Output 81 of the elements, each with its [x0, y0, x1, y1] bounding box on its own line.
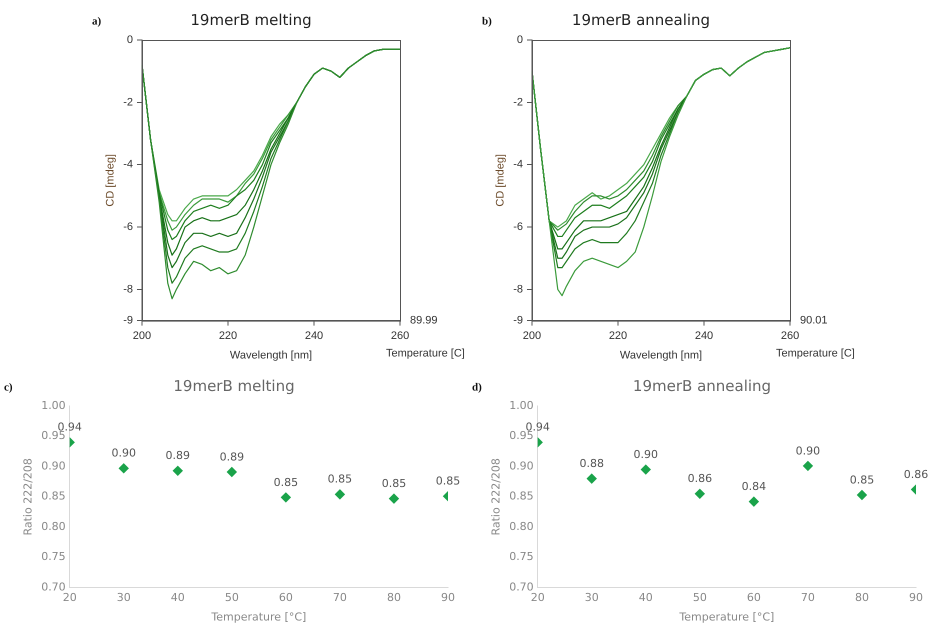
y-tick-label: 0.85 [509, 490, 534, 503]
x-tick-label: 70 [332, 591, 347, 604]
y-tick-label: -4 [123, 158, 133, 171]
x-tick-label: 260 [390, 330, 410, 342]
x-tick-label: 80 [386, 591, 401, 604]
x-tick-label: 30 [584, 591, 599, 604]
data-label: 0.88 [579, 457, 604, 470]
x-tick-label: 90 [441, 591, 455, 604]
x-tick-label: 60 [746, 591, 761, 604]
y-tick-label: 0.80 [41, 520, 66, 533]
y-tick-label: -9 [513, 314, 523, 327]
x-tick-label: 50 [224, 591, 239, 604]
y-tick-label: -2 [123, 96, 133, 108]
x-tick-label: 220 [608, 330, 628, 342]
y-tick-label: 1.00 [41, 398, 66, 412]
x-tick-label: 260 [780, 330, 800, 342]
text: Temperature [C] [386, 348, 465, 360]
x-axis-title: Wavelength [nm] [620, 349, 702, 362]
data-label: 0.85 [436, 474, 460, 488]
x-tick-label: 90 [909, 591, 923, 604]
x-tick-label: 50 [692, 591, 707, 604]
data-label: 0.84 [742, 480, 766, 493]
x-tick-label: 200 [132, 330, 152, 342]
x-tick-label: 70 [800, 591, 815, 604]
x-tick-label: 220 [218, 330, 238, 342]
chart-title: 19merB annealing [632, 376, 772, 395]
x-axis-title: Temperature [°C] [678, 610, 774, 624]
y-tick-label: 0.85 [41, 490, 66, 503]
text: a) [92, 15, 102, 28]
x-tick-label: 20 [530, 591, 545, 604]
y-axis-title: CD [mdeg] [494, 154, 507, 207]
y-tick-label: 0.90 [509, 459, 534, 472]
text: 89.99 [410, 314, 438, 327]
y-tick-label: 0.70 [509, 580, 534, 594]
y-tick-label: 0.75 [41, 550, 66, 564]
y-tick-label: -6 [123, 221, 133, 234]
x-tick-label: 20 [62, 591, 77, 604]
text: c) [4, 381, 13, 394]
y-tick-label: 0.70 [41, 580, 66, 594]
y-tick-label: -2 [513, 96, 523, 108]
data-label: 0.85 [328, 472, 352, 486]
text: Temperature [C] [776, 348, 855, 360]
data-label: 0.89 [220, 450, 244, 464]
data-label: 0.90 [796, 444, 820, 458]
y-tick-label: 0 [126, 34, 133, 46]
y-axis-title: Ratio 222/208 [21, 458, 34, 536]
data-label: 0.89 [166, 449, 190, 462]
x-tick-label: 40 [638, 591, 653, 604]
y-tick-label: 0 [516, 34, 523, 46]
data-label: 0.90 [634, 448, 658, 461]
data-label: 0.86 [904, 468, 928, 481]
data-label: 0.85 [274, 476, 298, 489]
y-tick-label: -4 [513, 158, 523, 171]
chart-title: 19merB melting [190, 10, 312, 29]
x-tick-label: 60 [278, 591, 293, 604]
data-label: 0.86 [688, 472, 712, 486]
y-tick-label: -8 [123, 283, 133, 296]
x-tick-label: 30 [116, 591, 131, 604]
x-tick-label: 240 [694, 330, 714, 342]
y-tick-label: -8 [513, 283, 523, 296]
x-tick-label: 240 [304, 330, 324, 342]
y-tick-label: 1.00 [509, 398, 534, 412]
y-axis-title: CD [mdeg] [104, 154, 117, 207]
y-tick-label: 0.75 [509, 550, 534, 564]
y-tick-label: 0.90 [41, 459, 66, 472]
y-tick-label: -9 [123, 314, 133, 327]
x-tick-label: 80 [854, 591, 869, 604]
y-tick-label: 0.80 [509, 520, 534, 533]
x-axis-title: Wavelength [nm] [230, 349, 312, 362]
data-label: 0.85 [382, 476, 406, 490]
data-label: 0.85 [850, 473, 874, 486]
chart-title: 19merB annealing [572, 10, 710, 29]
x-tick-label: 40 [170, 591, 185, 604]
text: 90.01 [800, 314, 828, 327]
y-tick-label: -6 [513, 221, 523, 234]
chart-title: 19merB melting [173, 376, 295, 395]
x-tick-label: 200 [522, 330, 542, 342]
x-axis-title: Temperature [°C] [210, 610, 306, 624]
text: d) [472, 381, 482, 394]
y-axis-title: Ratio 222/208 [489, 458, 502, 536]
text: b) [482, 15, 492, 28]
